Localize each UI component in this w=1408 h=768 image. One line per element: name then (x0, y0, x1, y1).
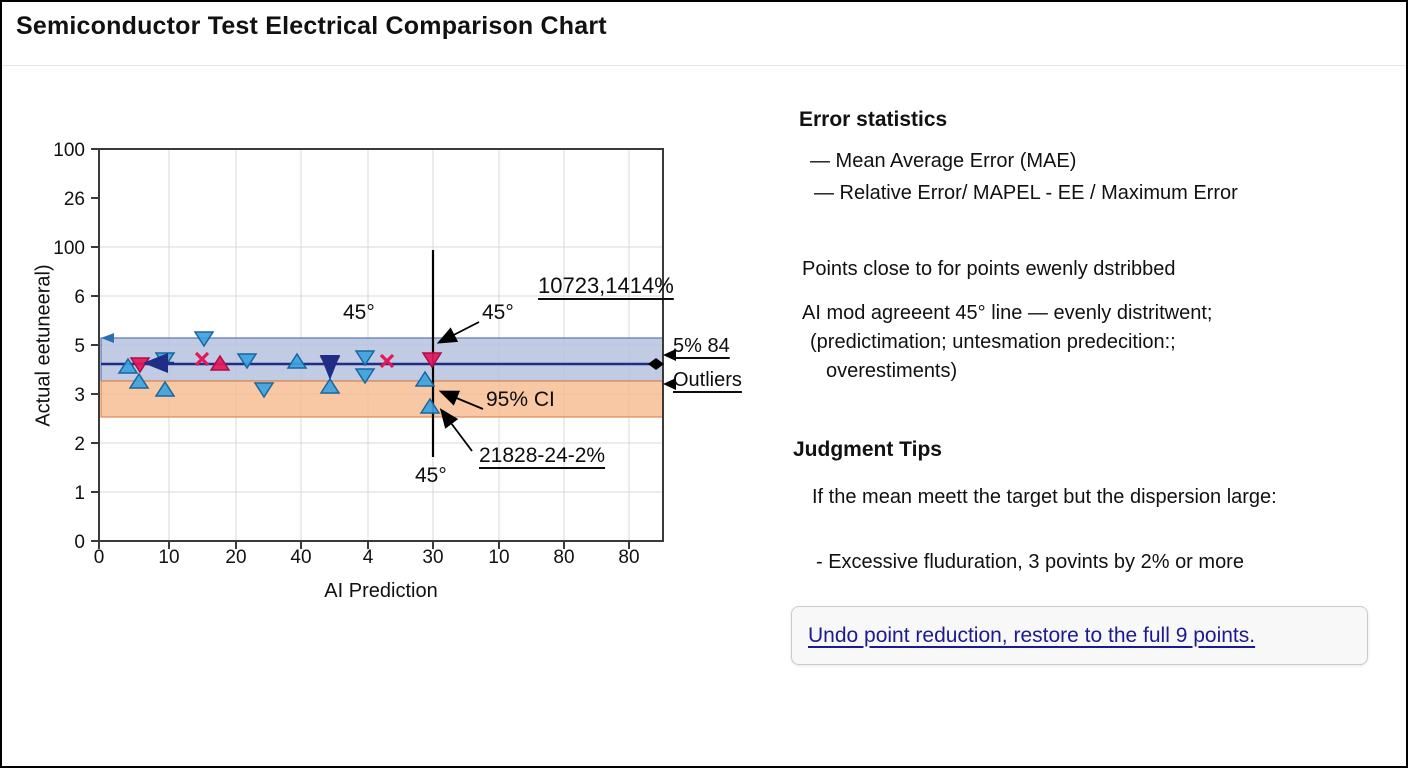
data-point-triangle-up (286, 352, 308, 369)
data-point-triangle-up (117, 357, 139, 374)
data-point-triangle-down (253, 382, 275, 399)
x-tick-label: 30 (422, 547, 443, 568)
data-point-triangle-up (419, 397, 441, 414)
band-left-edge-glyph (101, 333, 114, 343)
data-point-triangle-up (154, 380, 176, 397)
band-label-arrow (663, 349, 676, 361)
judgment-tip-line: If the mean meett the target but the dis… (812, 486, 1277, 508)
bottom-value-label: 21828-24-2% (479, 444, 606, 467)
outliers-label: Outliers (673, 369, 742, 391)
y-axis-title: Actual eetuneeral) (32, 264, 55, 427)
mean-line-end-diamond (648, 358, 664, 370)
x-tick-label: 80 (553, 547, 574, 568)
y-tick-label: 3 (74, 385, 85, 406)
data-point-triangle-down (421, 352, 443, 369)
undo-link-label[interactable]: Undo point reduction, restore to the ful… (808, 623, 1256, 647)
data-point-x (379, 353, 395, 369)
angle-label-2: 45° (482, 301, 514, 324)
x-tick-label: 0 (94, 547, 105, 568)
x-axis-title: AI Prediction (324, 580, 438, 602)
confidence-band-upper (100, 337, 664, 382)
band-percent-label: 5% 84 (673, 335, 730, 357)
y-tick-label: 100 (53, 238, 85, 259)
data-point-triangle-down (193, 331, 215, 348)
judgment-tips-heading: Judgment Tips (793, 438, 942, 461)
stat-line-relative-error: — Relative Error/ MAPEL - EE / Maximum E… (814, 182, 1238, 204)
confidence-band-lower (100, 380, 664, 418)
y-tick-label: 100 (53, 140, 85, 161)
distribution-line: Points close to for points ewenly dstrib… (802, 258, 1176, 280)
judgment-bullet: - Excessive fluduration, 3 povints by 2%… (816, 551, 1244, 573)
x-tick-label: 80 (618, 547, 639, 568)
ci-callout-arrow (438, 390, 484, 410)
annotation-arrows (101, 321, 676, 452)
data-point-triangle-down (354, 368, 376, 385)
angle-label-3: 45° (415, 464, 447, 487)
y-tick-label: 1 (74, 483, 85, 504)
confidence-bands (100, 337, 664, 418)
y-tick-label: 5 (74, 336, 85, 357)
y-tick-label: 0 (74, 532, 85, 553)
top-value-label: 10723,1414% (538, 273, 674, 298)
stat-line-mae: — Mean Average Error (MAE) (810, 150, 1077, 172)
undo-button[interactable]: Undo point reduction, restore to the ful… (791, 606, 1368, 665)
bottom-callout-arrow (439, 408, 473, 452)
x-tick-label: 20 (225, 547, 246, 568)
error-statistics-heading: Error statistics (799, 108, 948, 131)
x-tick-label: 10 (158, 547, 179, 568)
header-divider (2, 65, 1406, 66)
data-point-triangle-up (414, 370, 436, 387)
data-point-triangle-down (236, 353, 258, 370)
x-tick-label: 40 (290, 547, 311, 568)
data-point-x (194, 351, 210, 367)
y-tick-label: 6 (74, 287, 85, 308)
data-point-triangle-up (128, 372, 150, 389)
x-tick-label: 10 (488, 547, 509, 568)
angle-label-1: 45° (343, 301, 375, 324)
data-point-triangle-up (209, 354, 231, 371)
outliers-label-arrow (663, 378, 676, 390)
y-tick-label: 26 (64, 189, 85, 210)
data-points (117, 331, 443, 414)
data-point-triangle-down (354, 350, 376, 367)
angle-callout-arrow (436, 321, 480, 344)
x-tick-label: 4 (363, 547, 374, 568)
y-tick-label: 2 (74, 434, 85, 455)
page-title: Semiconductor Test Electrical Comparison… (16, 12, 607, 40)
model-line-3: overestiments) (826, 360, 958, 382)
model-line-1: AI mod agreeent 45° line — evenly distri… (802, 302, 1213, 324)
ci-label: 95% CI (486, 388, 555, 411)
model-line-2: (predictimation; untesmation predecition… (810, 331, 1176, 353)
data-point-triangle-up (319, 377, 341, 394)
